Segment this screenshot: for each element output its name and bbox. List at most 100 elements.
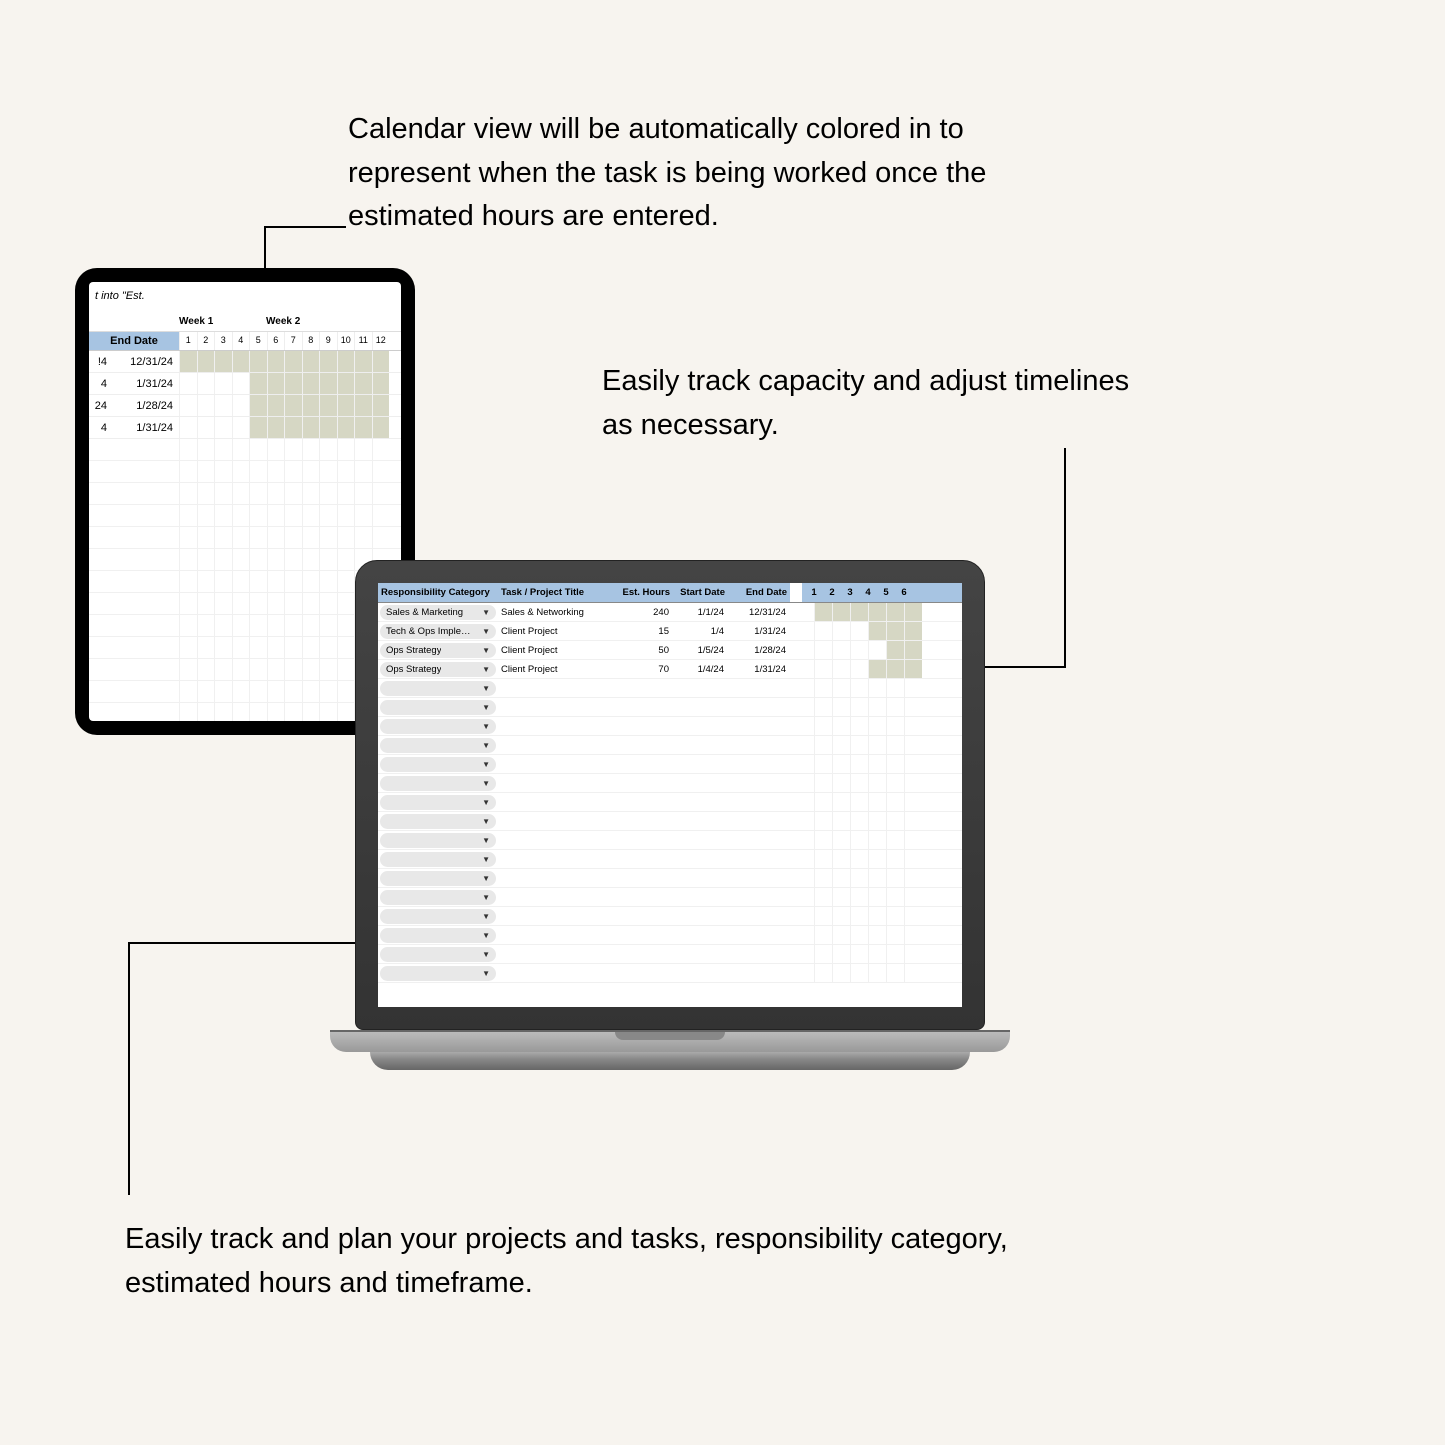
table-row: Sales & Marketing▼Sales & Networking2401…: [378, 603, 962, 622]
gantt-row: [814, 641, 922, 659]
gantt-row: [814, 622, 922, 640]
gantt-cell: [904, 641, 922, 659]
category-dropdown[interactable]: ▼: [380, 833, 496, 848]
category-dropdown[interactable]: ▼: [380, 909, 496, 924]
category-dropdown[interactable]: ▼: [380, 795, 496, 810]
chevron-down-icon: ▼: [482, 608, 490, 617]
task-title-cell[interactable]: Client Project: [498, 662, 618, 677]
laptop-day-numbers: 123456: [802, 583, 916, 602]
gantt-cell: [214, 351, 232, 372]
callout-track-plan: Easily track and plan your projects and …: [125, 1218, 1085, 1305]
category-dropdown[interactable]: ▼: [380, 852, 496, 867]
chevron-down-icon: ▼: [482, 912, 490, 921]
category-dropdown[interactable]: Ops Strategy▼: [380, 662, 496, 677]
tablet-week-header: Week 1 Week 2: [89, 312, 401, 332]
gantt-cell: [267, 395, 285, 416]
start-date-cell[interactable]: 1/4/24: [673, 664, 728, 675]
gantt-cell: [868, 622, 886, 640]
start-date-cell[interactable]: 1/4: [673, 626, 728, 637]
day-number-cell: 1: [805, 587, 823, 598]
week-label: Week 1: [179, 312, 266, 331]
laptop-device: Responsibility Category Task / Project T…: [330, 560, 1010, 1070]
gantt-cell: [179, 395, 197, 416]
category-label: Ops Strategy: [386, 645, 441, 656]
start-date-cell[interactable]: 1/5/24: [673, 645, 728, 656]
est-hours-cell[interactable]: 70: [618, 664, 673, 675]
gantt-cell: [284, 395, 302, 416]
end-date-cell[interactable]: 1/31/24: [728, 626, 790, 637]
gantt-cell: [904, 660, 922, 678]
laptop-screen: Responsibility Category Task / Project T…: [378, 583, 962, 1007]
tablet-data-rows: !412/31/2441/31/24241/28/2441/31/24: [89, 351, 401, 439]
category-dropdown[interactable]: ▼: [380, 928, 496, 943]
category-dropdown[interactable]: ▼: [380, 757, 496, 772]
category-dropdown[interactable]: ▼: [380, 947, 496, 962]
gantt-cell: [850, 622, 868, 640]
category-dropdown[interactable]: ▼: [380, 681, 496, 696]
category-dropdown[interactable]: ▼: [380, 738, 496, 753]
table-row: ▼: [378, 926, 962, 945]
table-row: 41/31/24: [89, 417, 401, 439]
chevron-down-icon: ▼: [482, 665, 490, 674]
category-dropdown[interactable]: Tech & Ops Imple…▼: [380, 624, 496, 639]
gantt-cell: [886, 622, 904, 640]
gantt-cell: [232, 351, 250, 372]
gantt-cell: [850, 641, 868, 659]
est-hours-cell[interactable]: 240: [618, 607, 673, 618]
category-dropdown[interactable]: ▼: [380, 871, 496, 886]
category-dropdown[interactable]: ▼: [380, 814, 496, 829]
gantt-cell: [319, 395, 337, 416]
gantt-cell: [284, 351, 302, 372]
gantt-row: [814, 660, 922, 678]
day-number-cell: 6: [267, 332, 285, 350]
gantt-row: [814, 603, 922, 621]
tablet-day-header: End Date 123456789101112: [89, 332, 401, 351]
table-row: ▼: [378, 717, 962, 736]
category-dropdown[interactable]: ▼: [380, 966, 496, 981]
gantt-cell: [197, 351, 215, 372]
end-date-cell[interactable]: 12/31/24: [728, 607, 790, 618]
chevron-down-icon: ▼: [482, 684, 490, 693]
gantt-cell: [372, 395, 390, 416]
est-hours-cell[interactable]: 50: [618, 645, 673, 656]
category-dropdown[interactable]: Sales & Marketing▼: [380, 605, 496, 620]
category-dropdown[interactable]: ▼: [380, 890, 496, 905]
gantt-cell: [904, 603, 922, 621]
gantt-cell: [904, 622, 922, 640]
row-prefix: 4: [89, 378, 109, 390]
day-number-cell: 1: [179, 332, 197, 350]
gantt-cell: [868, 603, 886, 621]
laptop-lid: Responsibility Category Task / Project T…: [355, 560, 985, 1030]
end-date-cell: 1/28/24: [109, 400, 179, 412]
chevron-down-icon: ▼: [482, 836, 490, 845]
day-number-cell: 5: [249, 332, 267, 350]
day-number-cell: 12: [372, 332, 390, 350]
gantt-cell: [832, 622, 850, 640]
day-number-cell: 3: [214, 332, 232, 350]
category-dropdown[interactable]: Ops Strategy▼: [380, 643, 496, 658]
day-number-cell: 11: [354, 332, 372, 350]
end-date-cell[interactable]: 1/31/24: [728, 664, 790, 675]
category-dropdown[interactable]: ▼: [380, 776, 496, 791]
chevron-down-icon: ▼: [482, 817, 490, 826]
gantt-cell: [232, 395, 250, 416]
gantt-cell: [179, 417, 197, 438]
task-title-cell[interactable]: Client Project: [498, 643, 618, 658]
table-row: Tech & Ops Imple…▼Client Project151/41/3…: [378, 622, 962, 641]
gantt-cell: [886, 660, 904, 678]
task-title-cell[interactable]: Sales & Networking: [498, 605, 618, 620]
task-title-cell[interactable]: Client Project: [498, 624, 618, 639]
gantt-cell: [814, 641, 832, 659]
table-row: ▼: [378, 793, 962, 812]
col-header-task: Task / Project Title: [498, 583, 618, 602]
category-dropdown[interactable]: ▼: [380, 719, 496, 734]
end-date-cell[interactable]: 1/28/24: [728, 645, 790, 656]
table-row: ▼: [378, 698, 962, 717]
category-dropdown[interactable]: ▼: [380, 700, 496, 715]
gantt-cell: [850, 660, 868, 678]
day-number-cell: 8: [302, 332, 320, 350]
start-date-cell[interactable]: 1/1/24: [673, 607, 728, 618]
gantt-cell: [832, 603, 850, 621]
est-hours-cell[interactable]: 15: [618, 626, 673, 637]
table-row: ▼: [378, 755, 962, 774]
